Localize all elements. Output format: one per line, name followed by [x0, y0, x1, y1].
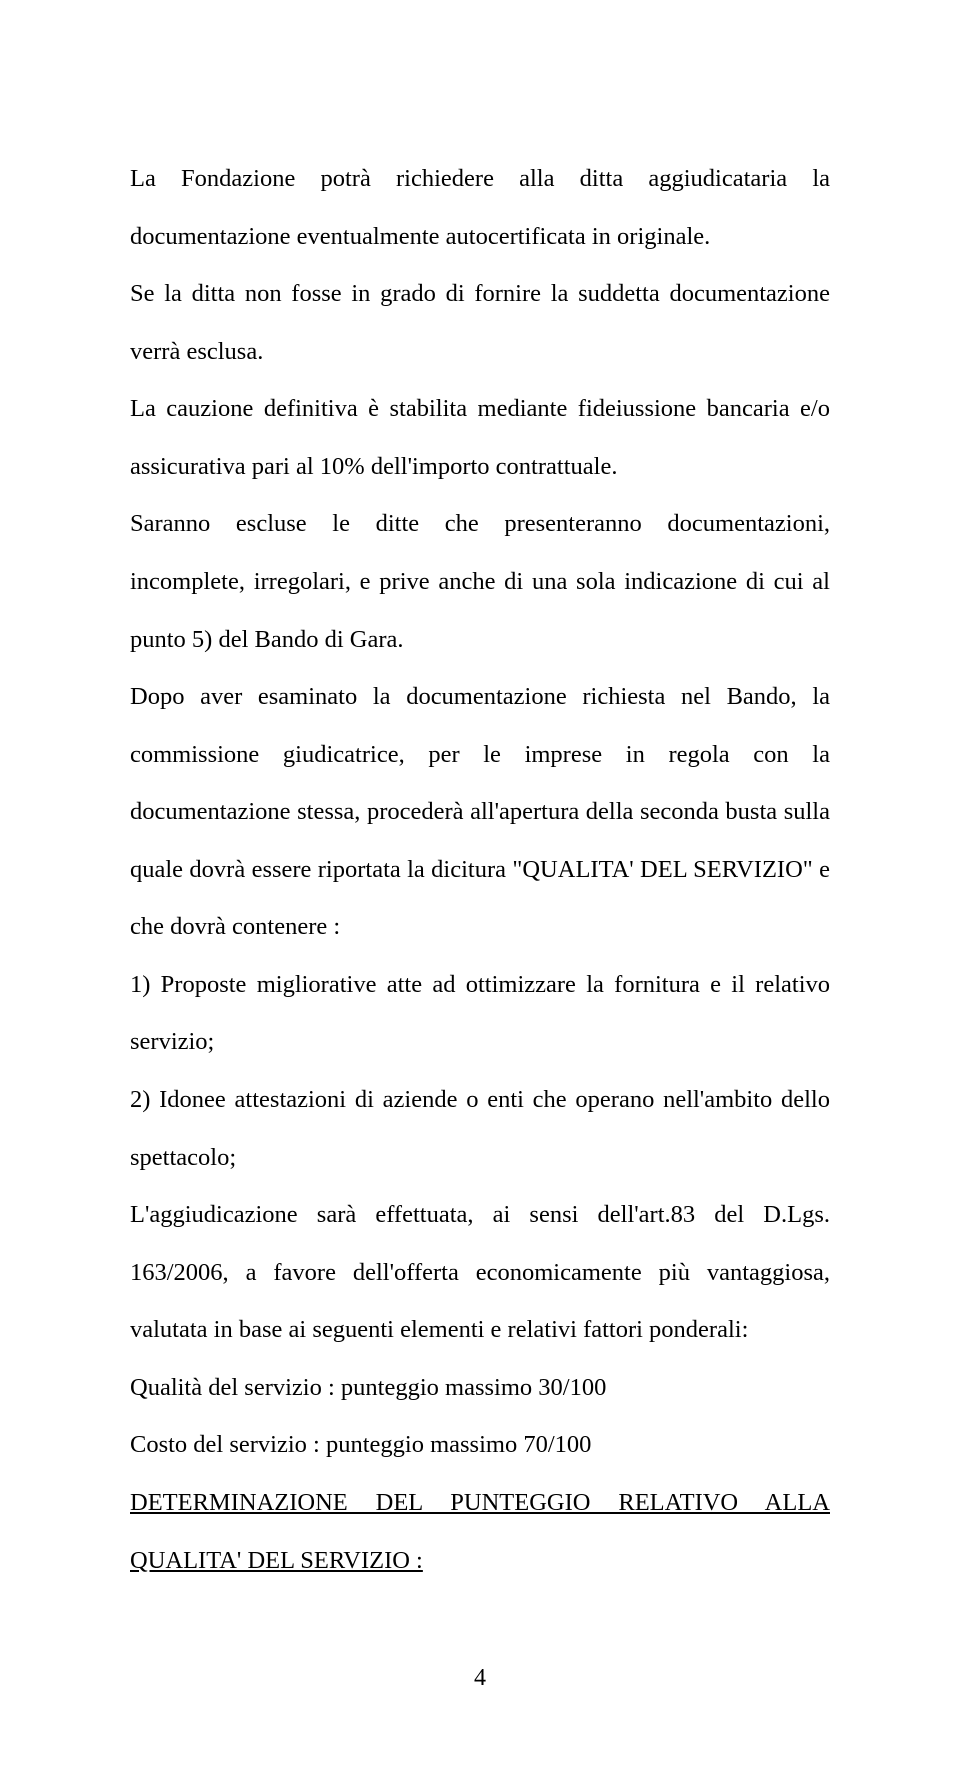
paragraph: Se la ditta non fosse in grado di fornir… [130, 265, 830, 380]
page-number: 4 [0, 1650, 960, 1706]
paragraph: La cauzione definitiva è stabilita media… [130, 380, 830, 495]
paragraph: Dopo aver esaminato la documentazione ri… [130, 668, 830, 956]
list-item: 1) Proposte migliorative atte ad ottimiz… [130, 956, 830, 1071]
document-page: La Fondazione potrà richiedere alla ditt… [0, 0, 960, 1792]
paragraph: La Fondazione potrà richiedere alla ditt… [130, 150, 830, 265]
score-line: Costo del servizio : punteggio massimo 7… [130, 1416, 830, 1474]
paragraph: Saranno escluse le ditte che presenteran… [130, 495, 830, 668]
paragraph: L'aggiudicazione sarà effettuata, ai sen… [130, 1186, 830, 1359]
list-item: 2) Idonee attestazioni di aziende o enti… [130, 1071, 830, 1186]
score-line: Qualità del servizio : punteggio massimo… [130, 1359, 830, 1417]
section-heading: DETERMINAZIONE DEL PUNTEGGIO RELATIVO AL… [130, 1474, 830, 1589]
